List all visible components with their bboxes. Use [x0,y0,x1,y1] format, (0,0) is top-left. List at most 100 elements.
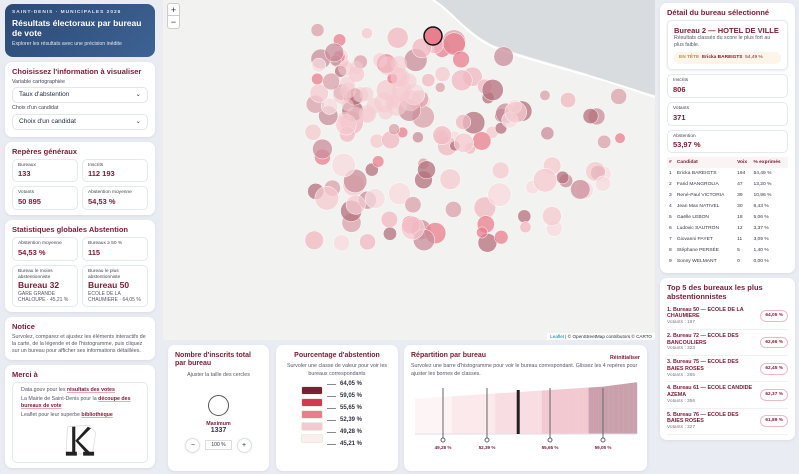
histogram-bar[interactable] [523,391,526,434]
histogram-bar[interactable] [545,389,548,434]
histogram-bar[interactable] [426,397,429,434]
histogram-bar[interactable] [546,389,549,434]
histogram-bar[interactable] [418,398,421,434]
histogram-bar[interactable] [593,386,596,434]
size-minus-button[interactable]: − [186,439,199,452]
bureau-circle[interactable] [594,175,612,192]
bureau-circle[interactable] [504,101,527,124]
bureau-circles[interactable] [304,23,627,253]
histogram-bar[interactable] [583,387,586,434]
bureau-circle[interactable] [390,68,410,88]
bureau-circle[interactable] [324,42,344,63]
histogram-bar[interactable] [515,391,518,434]
bureau-circle[interactable] [517,209,532,224]
bureau-circle[interactable] [560,92,577,109]
bureau-circle[interactable] [331,153,356,178]
histogram-bar[interactable] [423,397,426,434]
bureau-circle[interactable] [304,123,322,141]
bureau-circle[interactable] [434,82,446,93]
histogram-bar[interactable] [440,396,442,434]
histogram-bar[interactable] [578,387,581,434]
histogram-bar[interactable] [505,392,508,434]
bureau-circle[interactable] [582,108,599,125]
histogram-bar[interactable] [623,383,626,434]
histogram-bar[interactable] [480,394,482,434]
histogram-bar[interactable] [588,387,591,434]
histogram-bar[interactable] [421,397,424,434]
histogram-bar[interactable] [510,392,513,434]
histogram-bar[interactable] [478,394,481,434]
histogram-bar[interactable] [491,393,494,434]
histogram[interactable]: 49,28 % 52,39 % 55,65 % 59,05 % [411,381,640,452]
histogram-bar[interactable] [613,384,616,434]
histogram-bar[interactable] [436,396,439,434]
histogram-bar[interactable] [618,384,621,434]
histogram-bar[interactable] [556,389,559,434]
histogram-bar[interactable] [415,398,417,434]
bureau-circle[interactable] [494,230,509,245]
histogram-bar[interactable] [468,394,471,434]
histogram-bar[interactable] [513,391,516,434]
histogram-bar[interactable] [438,396,441,434]
bureau-circle[interactable] [417,160,436,180]
bureau-circle[interactable] [540,126,555,141]
variable-select[interactable]: Taux d'abstention ⌄ [12,87,148,104]
bureau-circle[interactable] [383,226,397,241]
histogram-bar[interactable] [498,392,501,434]
link-decoupe[interactable]: découpe des bureaux de vote [21,396,131,410]
histogram-bar[interactable] [451,395,454,434]
histogram-bar[interactable] [531,390,534,434]
histogram-bar[interactable] [573,388,576,434]
top5-item[interactable]: 4. Bureau 61 — ECOLE CANDIDE AZEMA Votant… [667,382,788,409]
histogram-bar[interactable] [495,393,497,434]
histogram-bar[interactable] [466,394,469,434]
bureau-circle[interactable] [360,108,375,123]
size-plus-button[interactable]: + [238,439,251,452]
histogram-bar[interactable] [433,397,436,434]
selected-bar[interactable] [516,389,520,434]
bureau-circle[interactable] [372,155,385,168]
histogram-bar[interactable] [591,386,594,434]
leaflet-link[interactable]: Leaflet [550,333,565,339]
bureau-circle[interactable] [412,131,424,144]
bureau-circle[interactable] [385,94,399,109]
bureau-circle[interactable] [400,216,425,240]
histogram-bar[interactable] [600,386,603,434]
histogram-bar[interactable] [536,390,539,434]
histogram-bar[interactable] [538,390,541,434]
histogram-bar[interactable] [416,398,419,434]
histogram-bar[interactable] [630,382,633,434]
histogram-bar[interactable] [606,385,609,434]
top5-item[interactable]: 2. Bureau 72 — ECOLE DES BANCOULIERS Vota… [667,330,788,357]
histogram-bar[interactable] [553,389,556,434]
bureau-circle[interactable] [451,69,473,92]
histogram-bar[interactable] [628,382,631,434]
histogram-bar[interactable] [445,396,447,434]
map[interactable]: + − Leaflet | © OpenStreetMap contributo… [163,0,655,340]
link-bibliotheque[interactable]: bibliothèque [81,412,113,419]
histogram-bar[interactable] [605,385,608,434]
histogram-bar[interactable] [555,389,558,434]
bureau-circle[interactable] [453,132,474,153]
histogram-bar[interactable] [580,387,583,434]
histogram-bar[interactable] [540,390,543,434]
histogram-bar[interactable] [570,388,573,434]
bureau-circle[interactable] [476,226,488,239]
histogram-bar[interactable] [550,389,553,434]
bureau-circle[interactable] [322,72,340,91]
bureau-circle[interactable] [311,57,327,73]
bureau-circle[interactable] [345,194,366,215]
histogram-bar[interactable] [525,391,528,434]
histogram-bar[interactable] [496,393,499,434]
histogram-bar[interactable] [443,396,446,434]
histogram-bar[interactable] [631,382,634,434]
legend-class-swatch[interactable] [301,421,323,431]
histogram-bar[interactable] [420,397,422,434]
histogram-bar[interactable] [490,393,492,434]
histogram-bar[interactable] [603,386,606,434]
histogram-bar[interactable] [511,392,514,434]
histogram-bar[interactable] [635,381,638,434]
histogram-bar[interactable] [461,395,464,434]
histogram-bar[interactable] [476,394,479,434]
bureau-circle[interactable] [421,73,436,88]
